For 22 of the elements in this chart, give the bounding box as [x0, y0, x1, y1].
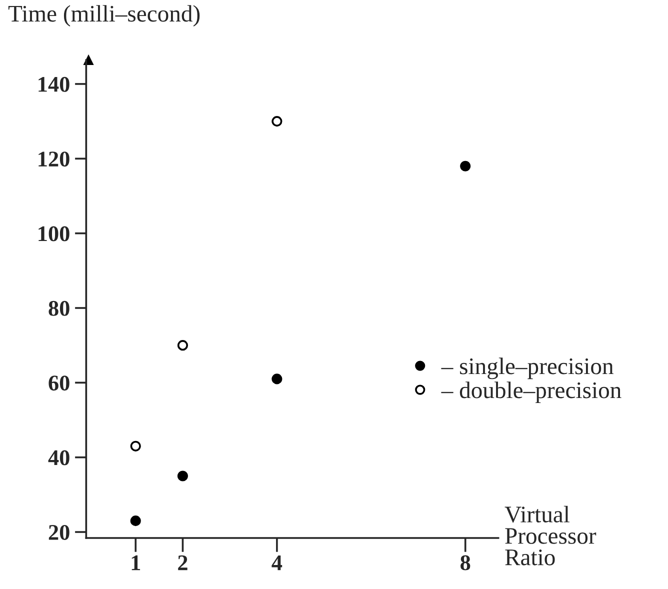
- x-tick-label: 8: [460, 555, 470, 570]
- y-axis-title: Time (milli–second): [8, 5, 200, 27]
- x-axis-title: Virtual Processor Ratio: [504, 506, 596, 566]
- y-tick-label: 100: [38, 226, 70, 242]
- legend-label: – single–precision: [441, 358, 614, 380]
- x-tick-label: 1: [132, 555, 140, 570]
- y-tick-label: 140: [38, 76, 70, 92]
- point: [272, 116, 282, 127]
- y-tick-label: 80: [48, 300, 70, 316]
- y-tick-label: 20: [48, 524, 70, 540]
- point: [272, 374, 282, 384]
- point: [460, 160, 471, 172]
- legend-label: – double–precision: [441, 382, 622, 404]
- point: [177, 340, 188, 351]
- y-tick-label: 60: [48, 376, 70, 391]
- x-tick-label: 2: [178, 555, 188, 570]
- y-tick-label: 40: [48, 450, 70, 466]
- point: [130, 440, 141, 452]
- point: [130, 516, 141, 526]
- x-tick-label: 4: [272, 555, 282, 570]
- point: [177, 470, 188, 482]
- y-tick-label: 120: [38, 152, 70, 167]
